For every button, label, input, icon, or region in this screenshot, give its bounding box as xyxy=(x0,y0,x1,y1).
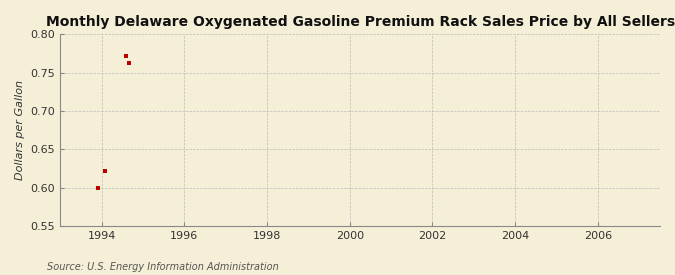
Title: Monthly Delaware Oxygenated Gasoline Premium Rack Sales Price by All Sellers: Monthly Delaware Oxygenated Gasoline Pre… xyxy=(45,15,674,29)
Text: Source: U.S. Energy Information Administration: Source: U.S. Energy Information Administ… xyxy=(47,262,279,272)
Y-axis label: Dollars per Gallon: Dollars per Gallon xyxy=(15,80,25,180)
